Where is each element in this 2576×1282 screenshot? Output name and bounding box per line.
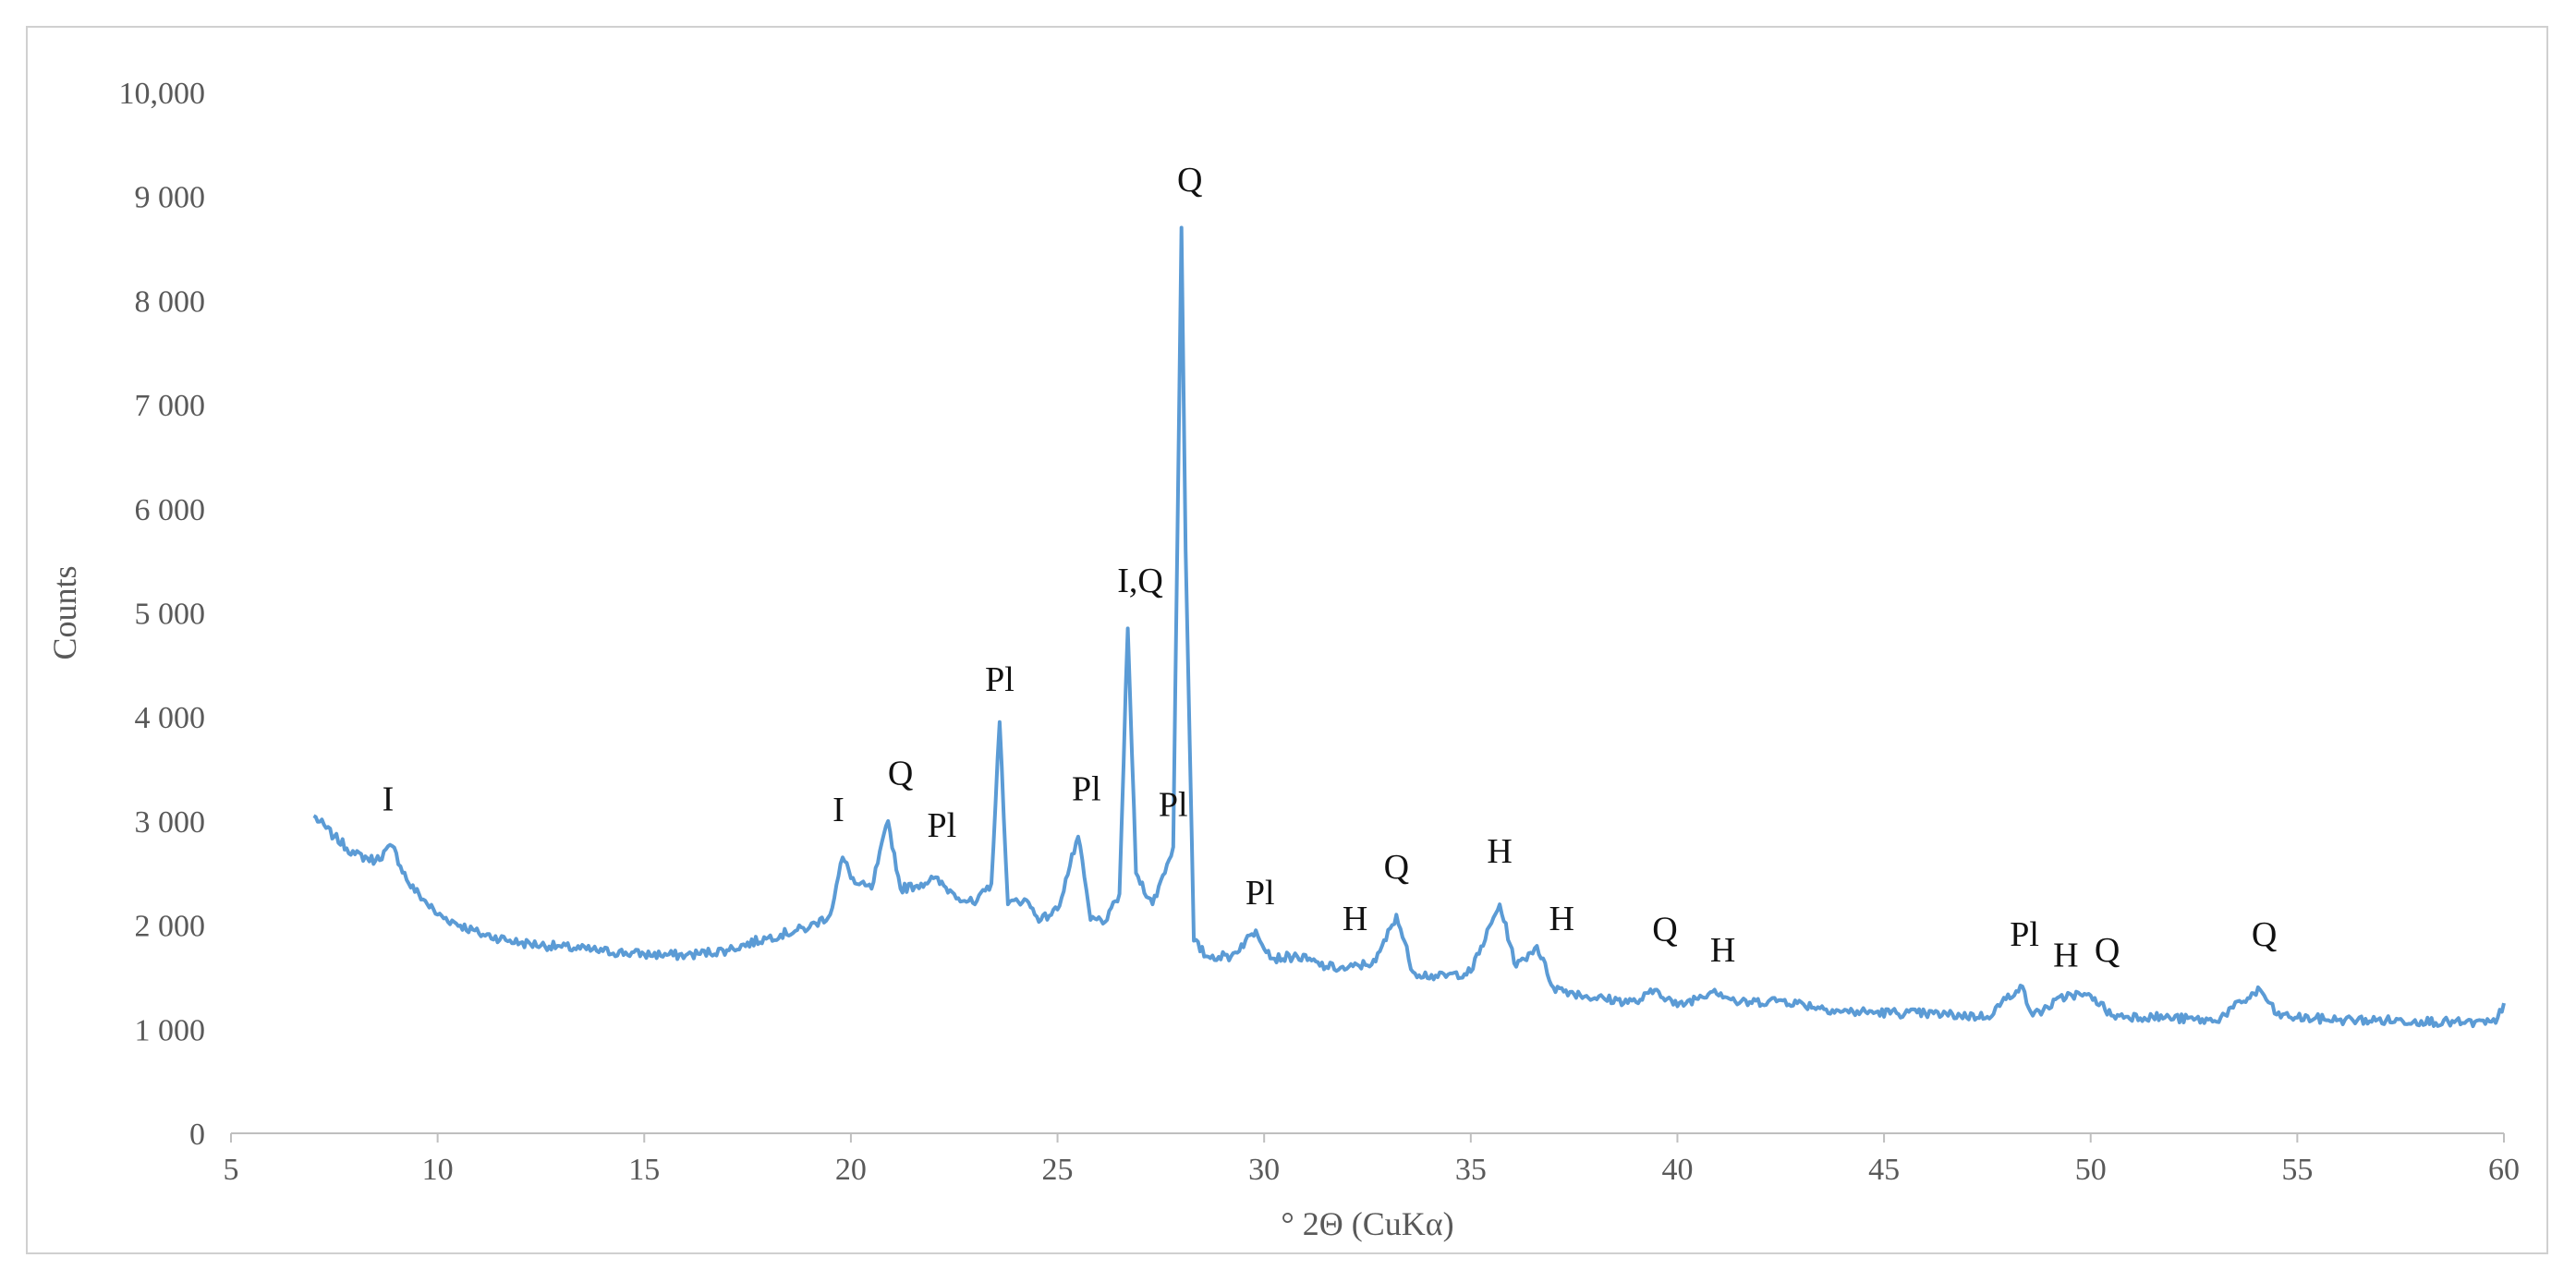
x-tick-label: 20 <box>835 1153 867 1187</box>
peak-label: H <box>2053 937 2078 975</box>
x-tick-label: 35 <box>1455 1153 1487 1187</box>
peak-label: Pl <box>1072 769 1101 808</box>
peak-label: Q <box>888 754 913 792</box>
y-axis-title: Counts <box>46 565 83 659</box>
y-tick-label: 7 000 <box>135 389 206 423</box>
peak-label: I <box>832 791 844 829</box>
peak-label: I,Q <box>1117 562 1163 600</box>
x-tick-label: 45 <box>1868 1153 1900 1187</box>
peak-label: Pl <box>2010 915 2039 954</box>
x-tick-label: 30 <box>1248 1153 1280 1187</box>
x-tick-label: 10 <box>422 1153 454 1187</box>
y-tick-label: 3 000 <box>135 805 206 840</box>
y-tick-label: 0 <box>189 1118 205 1152</box>
y-tick-label: 4 000 <box>135 701 206 735</box>
x-axis-ticks: 5 10 15 20 25 30 35 40 45 50 55 60 <box>224 1133 2520 1187</box>
peak-label: Pl <box>927 806 956 845</box>
peak-label: Pl <box>985 660 1015 699</box>
x-tick-label: 40 <box>1661 1153 1693 1187</box>
peak-label: I <box>383 780 395 819</box>
xrd-line-chart: 5 10 15 20 25 30 35 40 45 50 55 60 0 1 000 2 000 3 000… <box>46 77 2520 1242</box>
x-tick-label: 50 <box>2075 1153 2107 1187</box>
peak-label: Q <box>1384 848 1409 887</box>
peak-label: Pl <box>1245 874 1275 913</box>
x-tick-label: 60 <box>2488 1153 2520 1187</box>
y-axis-ticks: 0 1 000 2 000 3 000 4 000 5 000 6 000 7 000 8 00… <box>119 77 206 1152</box>
series-line <box>312 225 2506 1029</box>
x-tick-label: 15 <box>628 1153 660 1187</box>
peak-label: Q <box>1652 911 1677 949</box>
x-tick-label: 5 <box>224 1153 239 1187</box>
y-tick-label: 10,000 <box>119 77 206 111</box>
peak-label: Q <box>1177 161 1202 200</box>
peak-label: H <box>1343 900 1367 938</box>
x-axis-title: ° 2Θ (CuKα) <box>1281 1205 1453 1242</box>
peak-label: H <box>1549 900 1574 938</box>
y-tick-label: 5 000 <box>135 598 206 632</box>
chart-frame: 5 10 15 20 25 30 35 40 45 50 55 60 0 1 000 2 000 3 000… <box>26 26 2548 1254</box>
peak-label: Q <box>2252 915 2277 954</box>
y-tick-label: 6 000 <box>135 493 206 527</box>
peak-label: H <box>1487 832 1512 871</box>
y-tick-label: 8 000 <box>135 284 206 319</box>
y-tick-label: 9 000 <box>135 181 206 215</box>
peak-label: H <box>1710 931 1735 970</box>
x-tick-label: 55 <box>2281 1153 2313 1187</box>
x-tick-label: 25 <box>1042 1153 1074 1187</box>
y-tick-label: 1 000 <box>135 1013 206 1047</box>
peak-label: Pl <box>1159 785 1188 824</box>
y-tick-label: 2 000 <box>135 910 206 944</box>
peak-label: Q <box>2095 931 2120 970</box>
